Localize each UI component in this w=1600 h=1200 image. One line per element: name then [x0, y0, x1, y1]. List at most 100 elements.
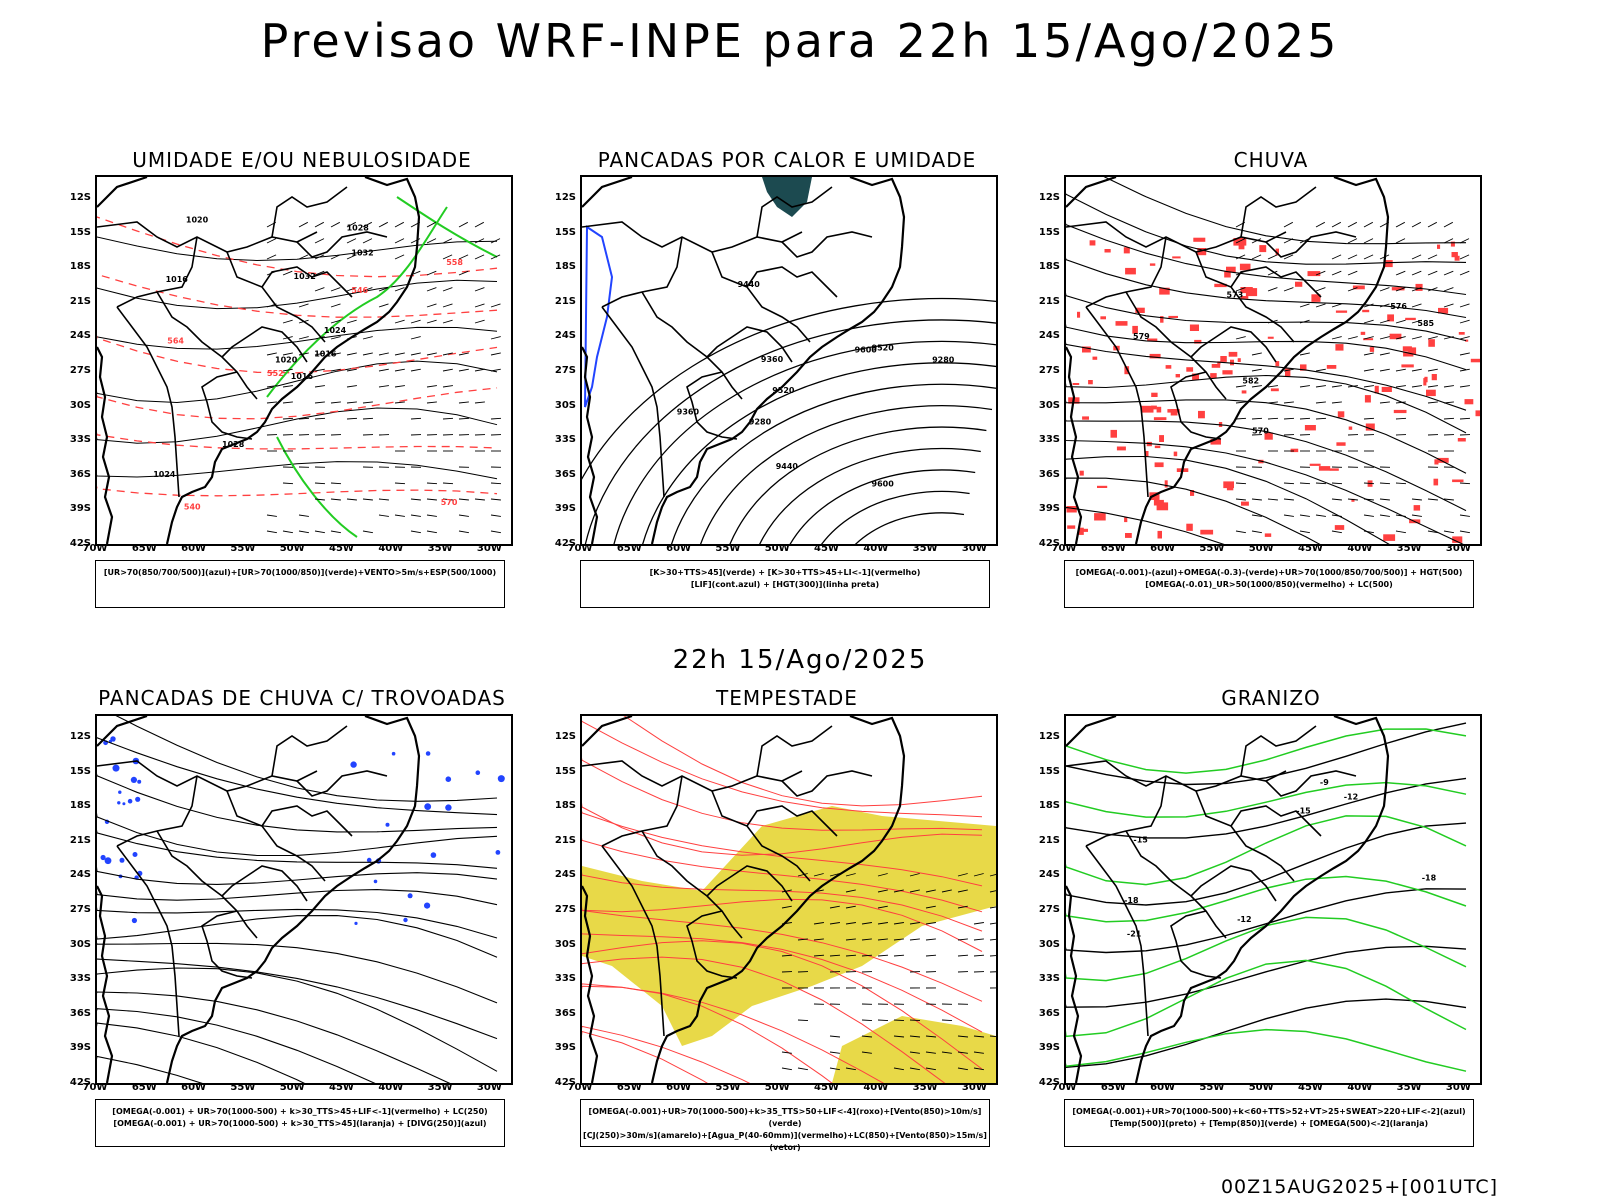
lat-tick-label: 27S: [554, 365, 576, 376]
lon-tick-label: 40W: [378, 1082, 404, 1093]
lat-tick-label: 30S: [1038, 938, 1060, 950]
map-panel: [580, 714, 998, 1085]
contour-label: 585: [1417, 319, 1434, 328]
lon-tick-label: 60W: [666, 1082, 692, 1093]
lon-tick-label: 65W: [1100, 543, 1126, 554]
contour-label: 9600: [855, 346, 878, 355]
panel-title: UMIDADE E/OU NEBULOSIDADE: [132, 148, 472, 172]
lon-tick-label: 50W: [1248, 1082, 1274, 1093]
lat-tick-label: 12S: [1038, 192, 1060, 203]
lon-tick-label: 45W: [814, 1082, 839, 1093]
lat-tick-label: 21S: [69, 295, 91, 307]
contour-label: -12: [1344, 792, 1358, 801]
lat-tick-label: 33S: [554, 434, 576, 446]
lon-tick-label: 40W: [1347, 1082, 1373, 1093]
panel-title: TEMPESTADE: [716, 686, 858, 710]
lon-tick-label: 70W: [1051, 543, 1077, 554]
lon-tick-label: 50W: [279, 1082, 305, 1093]
lat-tick-label: 21S: [554, 295, 576, 307]
lat-tick-label: 27S: [1038, 904, 1060, 915]
lon-tick-label: 55W: [715, 1082, 741, 1093]
contour-label: -15: [1133, 835, 1148, 844]
legend-line: [UR>70(850/700/500)](azul)+[UR>70(1000/8…: [103, 568, 497, 577]
lat-tick-label: 39S: [1038, 1042, 1060, 1054]
lat-tick-label: 27S: [69, 904, 91, 915]
panel-legend: [UR>70(850/700/500)](azul)+[UR>70(1000/8…: [95, 560, 505, 608]
lon-tick-label: 30W: [1445, 543, 1471, 554]
lat-tick-label: 15S: [554, 226, 576, 238]
lon-tick-label: 70W: [82, 543, 108, 554]
lon-tick-label: 55W: [1199, 1082, 1225, 1093]
lat-tick-label: 21S: [554, 834, 576, 846]
lon-tick-label: 65W: [616, 543, 642, 554]
lon-tick-label: 70W: [1051, 1082, 1077, 1093]
legend-line: [Temp(500)](preto) + [Temp(850)](verde) …: [1109, 1119, 1429, 1128]
legend-line: [OMEGA(-0.001)-(azul)+OMEGA(-0.3)-(verde…: [1075, 568, 1463, 577]
lat-tick-label: 27S: [69, 365, 91, 376]
lat-tick-label: 36S: [69, 1007, 91, 1019]
legend-line: [K>30+TTS>45](verde) + [K>30+TTS>45+LI<-…: [649, 568, 921, 577]
lat-tick-label: 24S: [554, 869, 576, 881]
lat-tick-label: 30S: [69, 938, 91, 950]
lon-tick-label: 60W: [181, 543, 207, 554]
lon-tick-label: 30W: [961, 543, 987, 554]
panel-legend: [K>30+TTS>45](verde) + [K>30+TTS>45+LI<-…: [580, 560, 990, 608]
contour-label: 1032: [294, 272, 316, 281]
lon-tick-label: 45W: [1298, 1082, 1323, 1093]
lat-tick-label: 21S: [1038, 834, 1060, 846]
legend-line: [OMEGA(-0.001)+UR>70(1000-500)+k<60+TTS>…: [1072, 1107, 1466, 1116]
contour-label: 9280: [749, 418, 772, 427]
lat-tick-label: 24S: [554, 330, 576, 342]
lat-tick-label: 27S: [554, 904, 576, 915]
contour-label: -18: [1422, 873, 1437, 882]
lon-tick-label: 45W: [329, 543, 354, 554]
lon-tick-label: 40W: [863, 543, 889, 554]
lon-tick-label: 60W: [1150, 543, 1176, 554]
lon-tick-label: 40W: [863, 1082, 889, 1093]
contour-label: -18: [1124, 896, 1139, 905]
contour-label: -12: [1237, 915, 1251, 924]
run-timestamp: 00Z15AUG2025+[001UTC]: [1220, 1176, 1498, 1198]
lat-tick-label: 30S: [69, 399, 91, 411]
lat-tick-label: 24S: [1038, 869, 1060, 881]
lon-tick-label: 35W: [912, 543, 938, 554]
lat-tick-label: 42S: [1038, 538, 1060, 549]
map-canvas: [582, 716, 996, 1083]
contour-label: 9360: [761, 355, 784, 364]
legend-line: [OMEGA(-0.001)+UR>70(1000-500)+k>35_TTS>…: [588, 1107, 982, 1128]
lat-tick-label: 18S: [554, 800, 576, 812]
contour-label: 540: [184, 503, 201, 512]
contour-label: 564: [167, 336, 184, 345]
contour-label: 1016: [291, 372, 314, 381]
lat-tick-label: 39S: [554, 1042, 576, 1054]
lon-tick-label: 65W: [1100, 1082, 1126, 1093]
legend-line: [OMEGA(-0.001) + UR>70(1000-500) + k>30_…: [112, 1107, 488, 1116]
lon-tick-label: 55W: [230, 543, 256, 554]
lat-tick-label: 42S: [1038, 1077, 1060, 1088]
bottom-row-subtitle: 22h 15/Ago/2025: [672, 645, 928, 675]
contour-label: 576: [1390, 302, 1407, 311]
legend-line: [LIF](cont.azul) + [HGT(300)](linha pret…: [690, 580, 880, 589]
map-canvas: 1016 1016 1020 1024 1024 1028 1028 1032 1032 1016…: [97, 177, 502, 544]
lat-tick-label: 42S: [69, 1077, 91, 1088]
panel-legend: [OMEGA(-0.001)+UR>70(1000-500)+k>35_TTS>…: [580, 1099, 990, 1152]
map-panel: 1016 1016 1020 1024 1024 1028 1028 1032 1032 1016…: [95, 175, 513, 546]
lat-tick-label: 24S: [69, 330, 91, 342]
lat-tick-label: 30S: [554, 938, 576, 950]
lat-tick-label: 12S: [554, 192, 576, 203]
contour-label: 570: [1252, 427, 1269, 436]
lon-tick-label: 30W: [1445, 1082, 1471, 1093]
lon-tick-label: 35W: [427, 543, 453, 554]
lat-tick-label: 42S: [554, 1077, 576, 1088]
lat-tick-label: 18S: [1038, 800, 1060, 812]
lat-tick-label: 42S: [554, 538, 576, 549]
lat-tick-label: 39S: [69, 1042, 91, 1054]
lon-tick-label: 45W: [1298, 543, 1323, 554]
lon-tick-label: 55W: [230, 1082, 256, 1093]
contour-label: 546: [351, 286, 368, 295]
panel-legend: [OMEGA(-0.001)+UR>70(1000-500)+k<60+TTS>…: [1064, 1099, 1474, 1147]
contour-label: 573: [1227, 291, 1244, 300]
contour-label: 9600: [872, 479, 895, 488]
map-panel: 9600 9600 9520 9520 9440 9440 9360 9360 9280 9280: [580, 175, 998, 546]
lat-tick-label: 12S: [69, 731, 91, 742]
